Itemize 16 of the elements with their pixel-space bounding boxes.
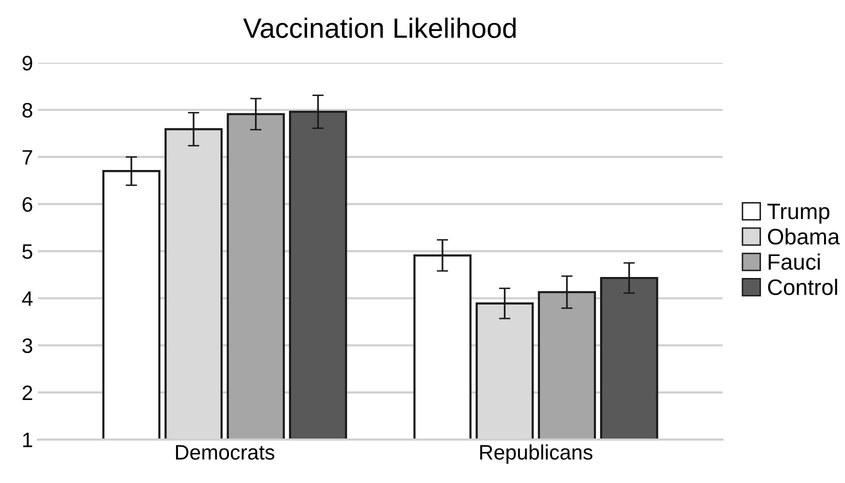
legend-label: Control <box>768 278 838 296</box>
legend-label: Obama <box>768 228 840 245</box>
y-tick-label: 8 <box>22 102 32 118</box>
y-tick-label: 3 <box>22 338 32 354</box>
chart-title: Vaccination Likelihood <box>243 18 516 38</box>
legend-label: Trump <box>767 204 830 224</box>
y-tick-label: 9 <box>22 56 32 71</box>
x-tick-label: Democrats <box>176 445 274 460</box>
x-tick-label: Republicans <box>480 444 592 464</box>
y-tick-label: 4 <box>22 291 33 306</box>
legend-label: Fauci <box>768 254 820 270</box>
y-tick-label: 7 <box>22 150 32 165</box>
y-tick-label: 1 <box>23 432 32 448</box>
y-tick-label: 5 <box>22 244 32 259</box>
y-tick-label: 2 <box>22 385 32 400</box>
y-tick-label: 6 <box>22 197 32 212</box>
